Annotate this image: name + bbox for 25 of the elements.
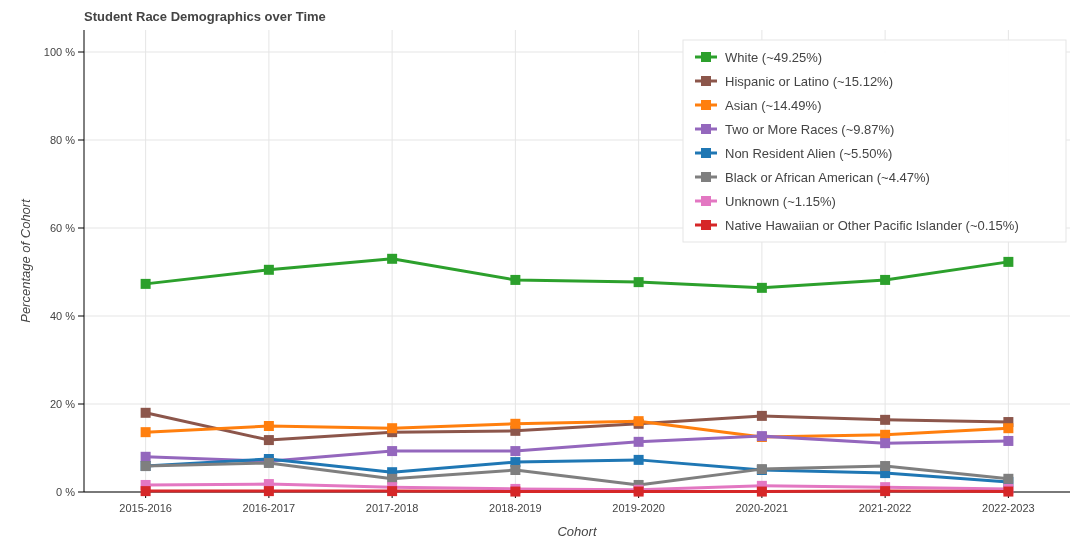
- legend-label: Asian (~14.49%): [725, 97, 822, 113]
- legend-label: Native Hawaiian or Other Pacific Islander (~0.15%): [725, 217, 1019, 233]
- y-tick-label: 0 %: [56, 485, 76, 498]
- chart-title: Student Race Demographics over Time: [84, 9, 326, 24]
- x-tick-label: 2015-2016: [119, 502, 172, 514]
- y-tick-label: 80 %: [49, 133, 76, 146]
- x-axis-title: Cohort: [557, 524, 598, 539]
- x-tick-label: 2018-2019: [489, 502, 542, 514]
- legend-label: Non Resident Alien (~5.50%): [725, 145, 893, 161]
- legend-label: Hispanic or Latino (~15.12%): [725, 73, 894, 89]
- x-tick-label: 2016-2017: [242, 502, 296, 514]
- legend-label: Two or More Races (~9.87%): [725, 121, 895, 137]
- x-tick-label: 2019-2020: [612, 502, 665, 514]
- x-tick-label: 2017-2018: [365, 502, 419, 514]
- x-tick-label: 2021-2022: [858, 502, 912, 514]
- y-axis-title: Percentage of Cohort: [18, 197, 33, 323]
- y-tick-label: 100 %: [43, 45, 76, 58]
- x-tick-label: 2020-2021: [735, 502, 789, 514]
- y-tick-label: 40 %: [49, 309, 76, 322]
- x-tick-label: 2022-2023: [982, 502, 1035, 514]
- y-tick-label: 60 %: [49, 221, 76, 234]
- legend-label: Unknown (~1.15%): [725, 193, 836, 209]
- legend-label: White (~49.25%): [725, 49, 823, 65]
- legend-label: Black or African American (~4.47%): [725, 169, 930, 185]
- y-tick-label: 20 %: [49, 397, 76, 410]
